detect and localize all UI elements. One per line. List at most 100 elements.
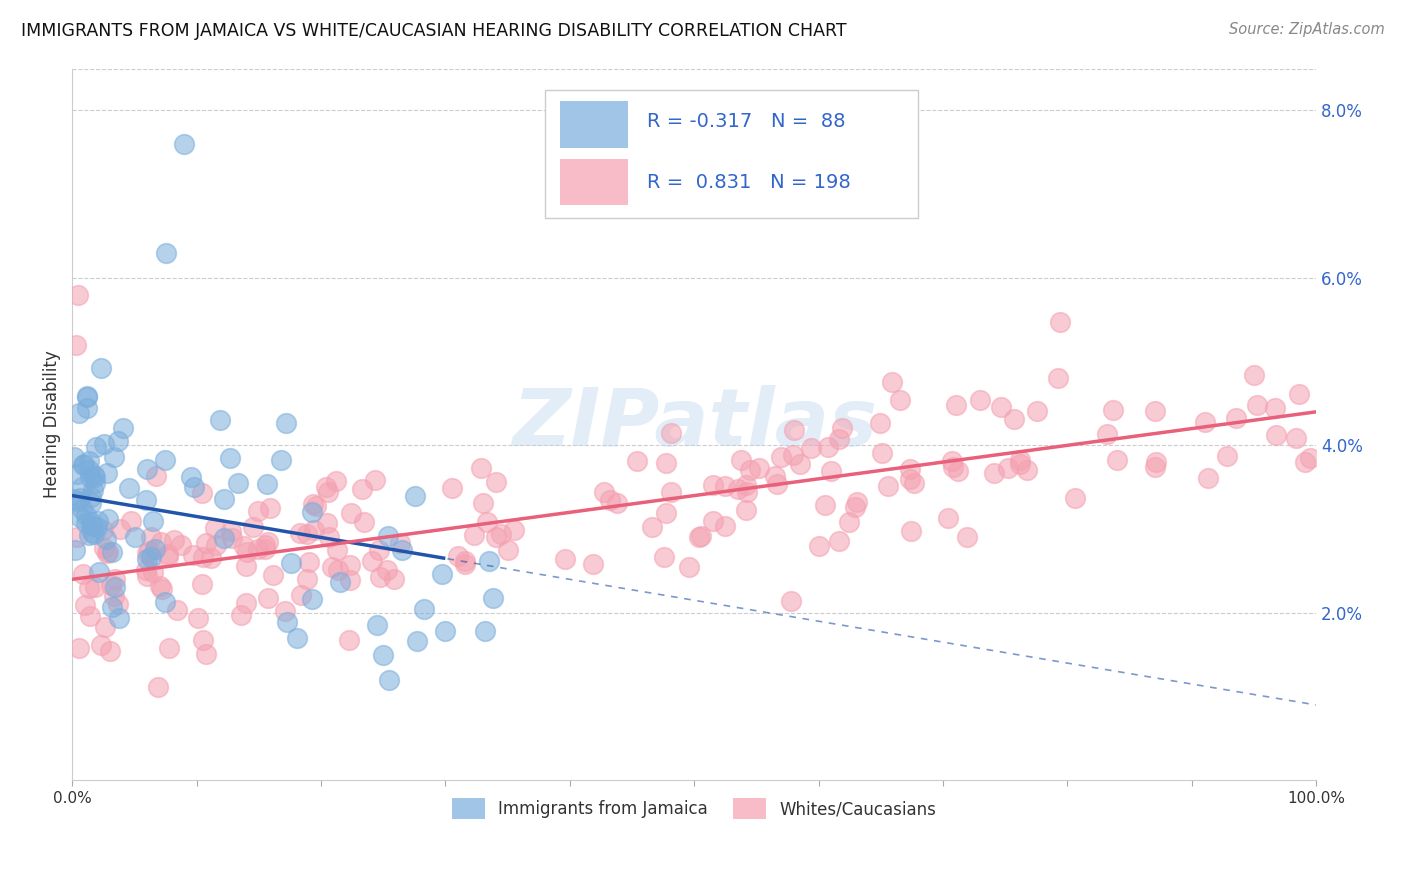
Point xyxy=(67,640,90,655)
Point xyxy=(91,523,114,537)
Point xyxy=(432,566,454,581)
Point xyxy=(440,481,463,495)
Point xyxy=(100,577,122,591)
Point xyxy=(475,516,498,530)
Point xyxy=(870,445,893,459)
Point xyxy=(73,458,96,472)
Point xyxy=(280,556,302,570)
Point xyxy=(180,470,202,484)
Point xyxy=(204,521,226,535)
Point xyxy=(814,498,837,512)
Point xyxy=(191,633,214,648)
FancyBboxPatch shape xyxy=(560,159,628,205)
Point xyxy=(734,503,756,517)
Point xyxy=(326,543,349,558)
Point xyxy=(446,549,468,563)
Point xyxy=(82,483,104,497)
Point xyxy=(339,633,361,648)
Point xyxy=(454,557,477,571)
Point xyxy=(288,526,311,541)
Point xyxy=(898,462,921,476)
Point xyxy=(990,400,1012,414)
Point xyxy=(1285,431,1308,445)
Point xyxy=(945,398,967,412)
Point xyxy=(209,413,232,427)
Point xyxy=(817,440,839,454)
Point xyxy=(107,598,129,612)
Point xyxy=(845,495,868,509)
Point xyxy=(118,481,141,495)
Point xyxy=(1002,412,1025,426)
Point xyxy=(111,421,134,435)
Point xyxy=(90,639,112,653)
Point xyxy=(454,554,477,568)
Point xyxy=(997,461,1019,475)
Point xyxy=(325,474,347,488)
Point xyxy=(72,566,94,581)
Point xyxy=(877,479,900,493)
Point xyxy=(472,496,495,510)
Point xyxy=(482,591,505,605)
Point xyxy=(361,554,384,568)
Point xyxy=(641,520,664,534)
Point xyxy=(155,245,177,260)
Point xyxy=(84,475,107,490)
Point xyxy=(301,505,323,519)
Point xyxy=(1017,463,1039,477)
Point xyxy=(983,467,1005,481)
Point xyxy=(599,493,621,508)
Point xyxy=(290,588,312,602)
Point xyxy=(769,450,792,464)
Point xyxy=(124,530,146,544)
Point xyxy=(1215,449,1237,463)
Point xyxy=(1288,387,1310,401)
Point xyxy=(69,510,91,524)
Point xyxy=(377,529,399,543)
Point xyxy=(96,466,118,480)
Point xyxy=(139,550,162,565)
Point xyxy=(659,425,682,440)
Point xyxy=(66,530,89,544)
Point xyxy=(181,548,204,562)
Point xyxy=(367,543,389,558)
Point xyxy=(900,524,922,538)
Point xyxy=(149,579,172,593)
Point xyxy=(1095,427,1118,442)
Point xyxy=(582,557,605,571)
Point xyxy=(1010,453,1032,467)
Point xyxy=(328,563,350,577)
Point xyxy=(315,480,337,494)
Point xyxy=(104,581,127,595)
FancyBboxPatch shape xyxy=(546,90,918,218)
Point xyxy=(844,500,866,514)
Point xyxy=(748,460,770,475)
Point xyxy=(1143,460,1166,475)
Text: ZIPatlas: ZIPatlas xyxy=(512,385,876,464)
Point xyxy=(371,648,394,663)
Point xyxy=(889,392,911,407)
Point xyxy=(80,515,103,529)
Point xyxy=(364,473,387,487)
Point xyxy=(93,437,115,451)
Point xyxy=(606,495,628,509)
Point xyxy=(83,467,105,482)
Point xyxy=(554,552,576,566)
Point xyxy=(782,448,804,462)
Point xyxy=(63,543,86,558)
Point xyxy=(375,562,398,576)
Point xyxy=(187,610,209,624)
Point xyxy=(75,508,97,522)
Point xyxy=(956,530,979,544)
Point xyxy=(463,528,485,542)
Point xyxy=(295,527,318,541)
Point xyxy=(969,393,991,408)
Point xyxy=(948,464,970,478)
Point xyxy=(730,452,752,467)
Point xyxy=(63,450,86,464)
Point xyxy=(72,458,94,473)
Point xyxy=(690,529,713,543)
Point xyxy=(298,555,321,569)
Point xyxy=(652,550,675,565)
Point xyxy=(219,451,242,466)
Point xyxy=(1146,455,1168,469)
